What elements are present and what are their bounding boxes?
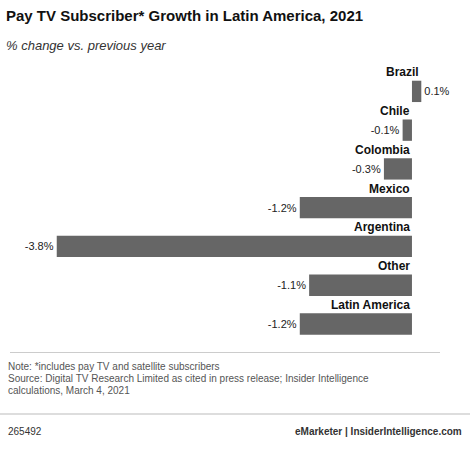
svg-text:calculations, March 4, 2021: calculations, March 4, 2021	[8, 385, 130, 396]
svg-text:Pay TV Subscriber* Growth in L: Pay TV Subscriber* Growth in Latin Ameri…	[6, 7, 363, 24]
svg-text:% change vs. previous year: % change vs. previous year	[6, 38, 166, 53]
svg-text:Chile: Chile	[380, 104, 410, 118]
svg-text:Other: Other	[378, 259, 410, 273]
svg-text:eMarketer | InsiderIntelligenc: eMarketer | InsiderIntelligence.com	[295, 426, 462, 437]
svg-text:Latin America: Latin America	[331, 298, 410, 312]
svg-text:Brazil: Brazil	[386, 65, 419, 79]
svg-text:-1.2%: -1.2%	[268, 202, 297, 214]
svg-text:-0.3%: -0.3%	[352, 163, 381, 175]
svg-text:-0.1%: -0.1%	[371, 124, 400, 136]
svg-text:0.1%: 0.1%	[424, 85, 449, 97]
svg-text:Argentina: Argentina	[354, 220, 410, 234]
svg-text:Source: Digital TV Research Li: Source: Digital TV Research Limited as c…	[8, 373, 369, 384]
svg-text:265492: 265492	[8, 426, 42, 437]
svg-text:Mexico: Mexico	[369, 182, 410, 196]
svg-text:-1.1%: -1.1%	[277, 279, 306, 291]
svg-text:-1.2%: -1.2%	[268, 318, 297, 330]
svg-text:Note: *includes pay TV and sat: Note: *includes pay TV and satellite sub…	[8, 361, 220, 372]
svg-text:Colombia: Colombia	[355, 143, 410, 157]
svg-text:-3.8%: -3.8%	[25, 240, 54, 252]
